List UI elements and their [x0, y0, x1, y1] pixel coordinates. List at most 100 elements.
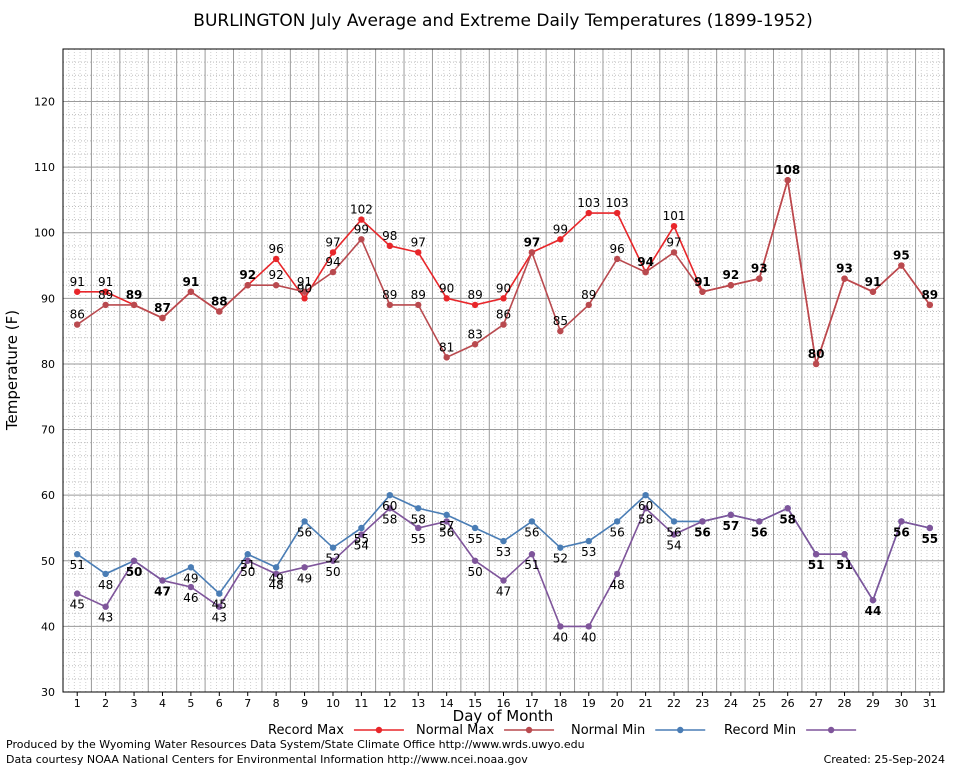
- data-point: [841, 275, 848, 282]
- data-label: 44: [865, 604, 882, 618]
- y-tick-label: 90: [41, 292, 55, 305]
- data-point: [500, 537, 507, 545]
- data-point: [329, 544, 337, 551]
- x-tick-label: 11: [354, 697, 368, 710]
- y-tick-label: 110: [34, 161, 55, 174]
- legend-label: Normal Max: [416, 723, 494, 738]
- data-label: 49: [183, 571, 198, 585]
- x-tick-label: 20: [610, 697, 624, 710]
- data-point: [613, 255, 621, 263]
- data-point: [869, 288, 877, 295]
- data-point: [443, 354, 450, 361]
- data-label: 51: [70, 558, 85, 572]
- data-point: [471, 524, 479, 532]
- data-point: [329, 268, 337, 276]
- data-point: [613, 518, 621, 525]
- data-label: 97: [411, 235, 426, 249]
- data-point: [74, 288, 81, 295]
- data-point: [301, 564, 308, 571]
- data-point: [216, 603, 223, 610]
- x-tick-label: 25: [752, 697, 766, 710]
- data-label: 56: [893, 525, 910, 539]
- legend-marker: [525, 726, 533, 734]
- data-label: 56: [666, 525, 681, 539]
- data-point: [301, 288, 308, 295]
- data-label: 55: [921, 532, 938, 546]
- data-label: 56: [524, 525, 539, 539]
- data-label: 47: [154, 584, 171, 598]
- x-tick-label: 26: [781, 697, 795, 710]
- y-tick-label: 120: [34, 95, 55, 108]
- data-label: 56: [297, 525, 312, 539]
- data-point: [272, 570, 280, 578]
- data-label: 102: [350, 203, 373, 217]
- data-label: 49: [297, 571, 312, 585]
- data-point: [528, 518, 536, 525]
- footer-courtesy: Data courtesy NOAA National Centers for …: [6, 753, 528, 766]
- data-point: [557, 236, 564, 243]
- data-point: [102, 603, 109, 610]
- data-point: [585, 209, 592, 217]
- y-tick-label: 100: [34, 227, 55, 240]
- data-point: [216, 308, 223, 315]
- x-tick-label: 14: [440, 697, 454, 710]
- data-label: 56: [439, 525, 454, 539]
- data-point: [528, 249, 536, 256]
- data-label: 40: [553, 630, 568, 644]
- x-tick-label: 16: [497, 697, 511, 710]
- x-tick-label: 28: [838, 697, 852, 710]
- data-point: [102, 288, 109, 295]
- data-point: [898, 518, 905, 525]
- data-point: [699, 518, 706, 525]
- data-point: [756, 275, 763, 282]
- data-label: 50: [325, 565, 340, 579]
- data-label: 99: [553, 222, 568, 236]
- data-label: 54: [354, 539, 369, 553]
- data-point: [358, 236, 365, 243]
- data-point: [187, 564, 195, 571]
- data-label: 57: [723, 519, 740, 533]
- data-point: [500, 295, 507, 302]
- data-point: [272, 282, 280, 289]
- x-tick-label: 6: [216, 697, 223, 710]
- data-label: 48: [269, 578, 284, 592]
- data-point: [500, 321, 507, 328]
- data-point: [415, 249, 422, 256]
- y-tick-label: 50: [41, 555, 55, 568]
- data-point: [670, 222, 678, 230]
- legend-label: Normal Min: [571, 723, 645, 738]
- data-label: 87: [154, 301, 171, 315]
- chart-title: BURLINGTON July Average and Extreme Dail…: [193, 11, 812, 31]
- data-point: [244, 551, 251, 558]
- x-tick-label: 30: [894, 697, 908, 710]
- data-label: 60: [382, 499, 397, 513]
- data-point: [784, 505, 791, 512]
- data-label: 89: [411, 288, 426, 302]
- data-label: 48: [98, 578, 113, 592]
- data-label: 91: [183, 275, 200, 289]
- data-point: [187, 288, 195, 295]
- data-label: 53: [581, 545, 596, 559]
- data-point: [216, 590, 223, 597]
- data-point: [471, 301, 479, 309]
- data-label: 89: [467, 288, 482, 302]
- data-label: 50: [467, 565, 482, 579]
- data-label: 80: [808, 347, 825, 361]
- data-label: 86: [496, 308, 511, 322]
- data-label: 92: [239, 268, 256, 282]
- x-tick-label: 10: [326, 697, 340, 710]
- data-label: 45: [212, 598, 227, 612]
- data-point: [841, 551, 848, 558]
- data-point: [159, 577, 166, 584]
- data-label: 40: [581, 630, 596, 644]
- y-tick-label: 60: [41, 489, 55, 502]
- data-point: [926, 524, 933, 532]
- x-axis-label: Day of Month: [453, 707, 554, 725]
- data-point: [642, 268, 649, 276]
- data-label: 98: [382, 229, 397, 243]
- data-label: 108: [775, 163, 800, 177]
- data-point: [159, 314, 166, 322]
- x-tick-label: 18: [553, 697, 567, 710]
- x-tick-label: 21: [639, 697, 653, 710]
